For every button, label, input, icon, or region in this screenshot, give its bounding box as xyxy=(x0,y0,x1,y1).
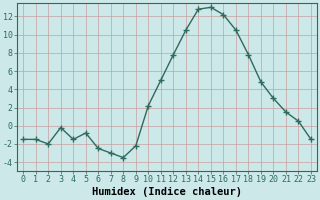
X-axis label: Humidex (Indice chaleur): Humidex (Indice chaleur) xyxy=(92,187,242,197)
